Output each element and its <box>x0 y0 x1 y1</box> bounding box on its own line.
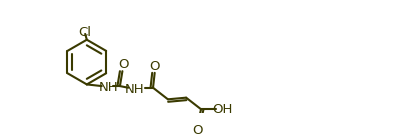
Text: NH: NH <box>98 81 118 94</box>
Text: OH: OH <box>212 103 233 116</box>
Text: NH: NH <box>125 83 145 96</box>
Text: O: O <box>150 60 160 73</box>
Text: O: O <box>118 58 129 71</box>
Text: O: O <box>192 124 203 136</box>
Text: Cl: Cl <box>79 26 91 39</box>
